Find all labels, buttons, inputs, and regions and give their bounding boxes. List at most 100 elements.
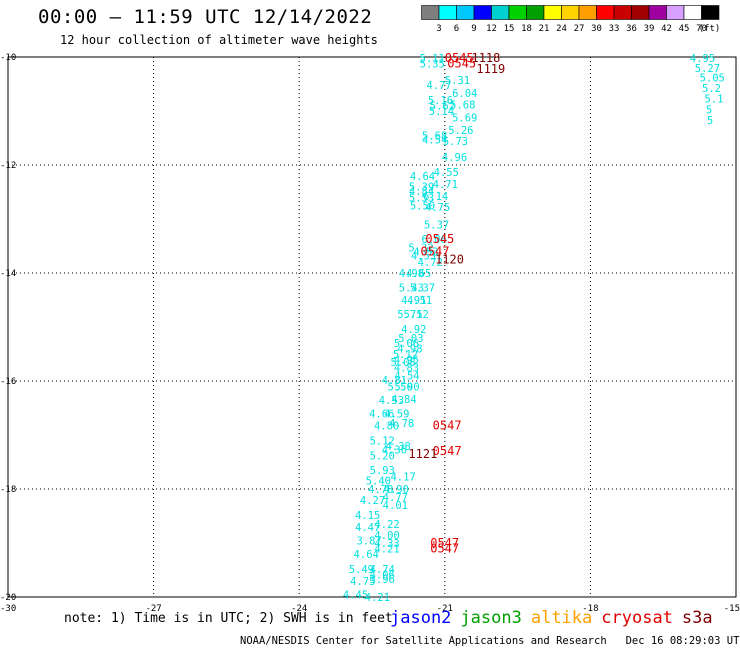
s3a-time-label: 1118 (471, 51, 500, 65)
s3a-time-label: 1121 (408, 447, 437, 461)
lat-tick-label: -20 (0, 593, 16, 603)
wave-height-label: 4.55 (434, 167, 459, 179)
wave-height-label: 4.65 (406, 268, 431, 280)
wave-height-label: 5.40 (366, 475, 391, 487)
wave-height-label: 5.16 (428, 95, 453, 107)
wave-height-label: 4.53 (413, 246, 438, 258)
lon-tick-label: -21 (437, 604, 453, 614)
scale-tick-label: 24 (556, 24, 567, 34)
cryosat-time-label: 0545 (425, 232, 454, 246)
wave-height-label: 4.75 (350, 576, 375, 588)
wave-height-label: 4.00 (374, 530, 399, 542)
wave-height-label: 5.27 (695, 63, 720, 75)
scale-tick-label: 3 (436, 24, 441, 34)
wave-height-label: 4.98 (397, 344, 422, 356)
lon-tick-label: -15 (724, 604, 740, 614)
wave-height-label: 4.53 (379, 395, 404, 407)
wave-height-label: 4.45 (343, 589, 368, 601)
wave-height-label: 4.53 (411, 251, 436, 263)
satellite-legend-altika: altika (530, 608, 593, 628)
scale-tick-label: 70 (696, 24, 707, 34)
wave-height-label: 5.1 (704, 94, 723, 106)
wave-height-label: 4.17 (390, 472, 415, 484)
wave-height-label: 4.81 (382, 375, 407, 387)
lon-tick-label: -18 (582, 604, 598, 614)
wave-height-label: 4.92 (401, 324, 426, 336)
wave-height-label: 4.95 (394, 354, 419, 366)
wave-height-label: 4.78 (368, 484, 393, 496)
wave-height-label: 5 (706, 104, 712, 116)
scale-tick-label: 27 (574, 24, 585, 34)
wave-height-label: 4.78 (389, 418, 414, 430)
wave-height-label: 4.77 (383, 492, 408, 504)
scale-tick-label: 42 (661, 24, 672, 34)
wave-height-label: 6.14 (423, 191, 448, 203)
wave-height-label: 4.64 (354, 549, 379, 561)
lat-tick-label: -14 (0, 269, 16, 279)
wave-height-label: 4.36 (382, 445, 407, 457)
page-subtitle: 12 hour collection of altimeter wave hei… (60, 33, 378, 47)
wave-height-label: 4.22 (374, 519, 399, 531)
wave-height-label: 5.75 (397, 309, 422, 321)
wave-height-label: 5.03 (398, 333, 423, 345)
wave-height-label: 4.54 (422, 135, 447, 147)
wave-height-label: 5.11 (420, 53, 445, 65)
color-swatch (701, 5, 720, 20)
cryosat-time-label: 0547 (430, 536, 459, 550)
wave-height-label: 4.06 (370, 569, 395, 581)
lon-tick-label: -30 (0, 604, 16, 614)
wave-height-label: 4.77 (426, 80, 451, 92)
s3a-time-label: 1119 (476, 62, 505, 76)
wave-height-label: 4.38 (386, 441, 411, 453)
wave-height-label: 5.05 (700, 73, 725, 85)
wave-height-label: 5.68 (450, 100, 475, 112)
satellite-legend-cryosat: cryosat (601, 608, 673, 628)
wave-height-label: 3.96 (370, 574, 395, 586)
wave-height-label: 5.26 (448, 125, 473, 137)
wave-height-label: 5.50 (388, 381, 413, 393)
wave-height-label: 5.14 (429, 106, 454, 118)
wave-height-label: 4.90 (384, 484, 409, 496)
wave-height-label: 5.20 (370, 451, 395, 463)
wave-height-label: 5.53 (409, 192, 434, 204)
wave-height-label: 4.15 (355, 510, 380, 522)
wave-height-label: 5.31 (445, 75, 470, 87)
wave-height-label: 5.37 (424, 219, 449, 231)
wave-height-label: 4.01 (383, 500, 408, 512)
scale-tick-label: 18 (521, 24, 532, 34)
satellite-legend-jason3: jason3 (460, 608, 522, 628)
scale-tick-label: 9 (471, 24, 476, 34)
wave-height-label: 4.72 (418, 257, 443, 269)
wave-height-label: 5.35 (420, 58, 445, 70)
cryosat-time-label: 0545 (445, 51, 474, 65)
wave-height-label: 3.87 (356, 535, 381, 547)
map-frame (7, 56, 737, 598)
lat-tick-label: -18 (0, 485, 16, 495)
scale-tick-label: 21 (539, 24, 550, 34)
wave-height-label: 4.84 (409, 186, 434, 198)
satellite-legend: jason2 jason3 altika cryosat s3a (390, 608, 722, 628)
wave-height-label: 6.06 (422, 234, 447, 246)
page-title: 00:00 – 11:59 UTC 12/14/2022 (38, 6, 373, 28)
wave-height-label: 5.93 (370, 465, 395, 477)
wave-height-label: 5.12 (370, 435, 395, 447)
wave-height-label: 5.43 (399, 283, 424, 295)
wave-height-label: 5.37 (410, 283, 435, 295)
lat-tick-label: -16 (0, 377, 16, 387)
wave-height-label: 4.51 (407, 295, 432, 307)
wave-height-label: 4.27 (360, 495, 385, 507)
wave-height-label: 5.06 (394, 338, 419, 350)
wave-height-label: 5.2 (702, 83, 721, 95)
cryosat-time-label: 0547 (421, 244, 450, 258)
wave-height-label: 5.90 (394, 381, 419, 393)
scale-tick-label: 15 (504, 24, 515, 34)
scale-tick-label: 30 (591, 24, 602, 34)
wave-height-label: 4.95 (690, 53, 715, 65)
satellite-legend-s3a: s3a (681, 608, 713, 628)
cryosat-time-label: 0547 (430, 541, 459, 555)
scale-tick-label: 12 (486, 24, 497, 34)
lat-tick-label: -12 (0, 161, 16, 171)
wave-height-label: 5 (707, 115, 713, 127)
wave-height-label: 5.50 (410, 201, 435, 213)
